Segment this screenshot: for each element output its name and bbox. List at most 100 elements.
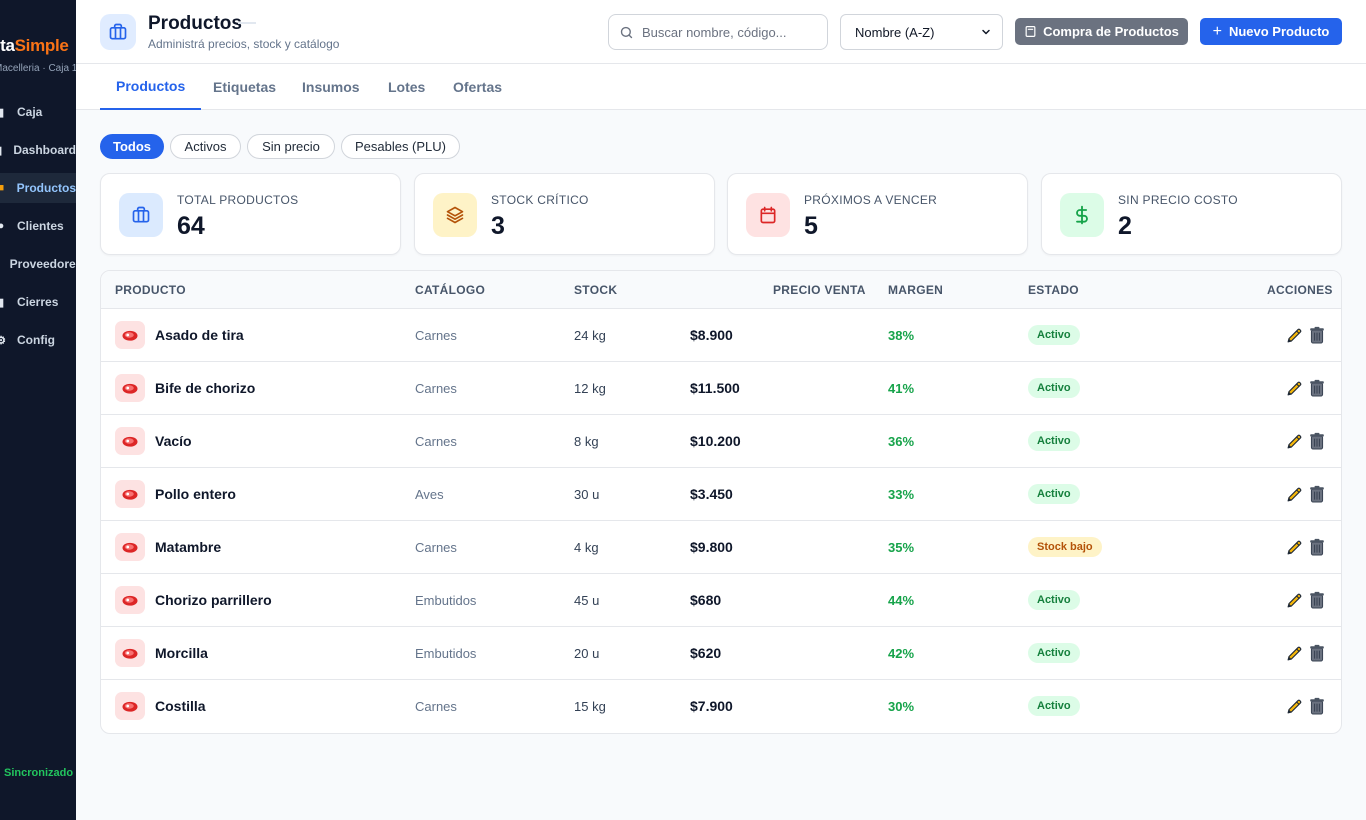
- meat-icon: [115, 321, 145, 349]
- header-acciones: ACCIONES: [1267, 283, 1333, 297]
- edit-pencil-icon[interactable]: [1285, 379, 1303, 397]
- tab-etiquetas[interactable]: Etiquetas: [213, 79, 277, 95]
- sidebar-item-cierres[interactable]: ▮ Cierres: [0, 287, 76, 317]
- filter-todos[interactable]: Todos: [100, 134, 164, 159]
- brand-part-1: nta: [0, 36, 15, 55]
- trash-icon[interactable]: [1308, 696, 1326, 715]
- compra-productos-button[interactable]: Compra de Productos: [1015, 18, 1188, 45]
- status-badge: Activo: [1028, 378, 1080, 398]
- sidebar-item-label: Config: [17, 333, 55, 347]
- product-stock: 45 u: [574, 593, 600, 608]
- product-stock: 30 u: [574, 487, 600, 502]
- product-name: Costilla: [155, 698, 206, 714]
- sidebar-item-label: Productos: [16, 181, 76, 195]
- sort-select-value: Nombre (A-Z): [855, 24, 935, 40]
- brand-part-2: Simple: [14, 36, 69, 55]
- product-name: Pollo entero: [155, 486, 236, 502]
- products-table: PRODUCTO CATÁLOGO STOCK PRECIO VENTA MAR…: [100, 270, 1342, 734]
- product-name: Matambre: [155, 539, 222, 555]
- sidebar-item-clientes[interactable]: ● Clientes: [0, 211, 76, 241]
- dollar-icon: [1060, 193, 1104, 237]
- stat-card-proximos-vencer: PRÓXIMOS A VENCER 5: [727, 173, 1028, 255]
- layers-icon: [433, 193, 477, 237]
- trash-icon[interactable]: [1308, 378, 1326, 397]
- edit-pencil-icon[interactable]: [1285, 485, 1303, 503]
- edit-pencil-icon[interactable]: [1285, 644, 1303, 662]
- edit-pencil-icon[interactable]: [1285, 697, 1303, 715]
- edit-pencil-icon[interactable]: [1285, 591, 1303, 609]
- truck-icon: ■: [0, 258, 1, 270]
- trash-icon[interactable]: [1308, 537, 1326, 556]
- stat-value: 5: [804, 212, 818, 240]
- product-price: $680: [690, 592, 722, 608]
- sidebar-item-config[interactable]: ⚙ Config: [0, 325, 76, 355]
- box-icon: [100, 14, 136, 50]
- product-catalog: Carnes: [415, 699, 457, 714]
- nuevo-producto-button[interactable]: + Nuevo Producto: [1200, 18, 1342, 45]
- edit-pencil-icon[interactable]: [1285, 538, 1303, 556]
- trash-icon[interactable]: [1308, 431, 1326, 450]
- product-name: Asado de tira: [155, 327, 244, 343]
- table-row[interactable]: Pollo entero Aves 30 u $3.450 33% Activo: [101, 468, 1341, 521]
- sidebar-item-caja[interactable]: ▮ Caja: [0, 97, 76, 127]
- sidebar-item-productos[interactable]: ■ Productos: [0, 173, 76, 203]
- product-margin: 38%: [888, 328, 915, 343]
- product-margin: 35%: [888, 540, 915, 555]
- trash-icon[interactable]: [1308, 325, 1326, 344]
- tab-productos[interactable]: Productos: [100, 64, 202, 110]
- product-stock: 4 kg: [574, 540, 599, 555]
- filter-sin-precio[interactable]: Sin precio: [247, 134, 335, 159]
- product-catalog: Embutidos: [415, 646, 477, 661]
- trash-icon[interactable]: [1308, 590, 1326, 609]
- table-row[interactable]: Vacío Carnes 8 kg $10.200 36% Activo: [101, 415, 1341, 468]
- product-catalog: Aves: [415, 487, 444, 502]
- box-icon: [119, 193, 163, 237]
- sidebar-item-label: Cierres: [17, 295, 59, 309]
- cash-register-icon: ▮: [0, 106, 5, 119]
- table-row[interactable]: Bife de chorizo Carnes 12 kg $11.500 41%…: [101, 362, 1341, 415]
- search-box[interactable]: [608, 14, 828, 50]
- sort-select[interactable]: Nombre (A-Z): [840, 14, 1003, 50]
- trash-icon[interactable]: [1308, 643, 1326, 662]
- edit-pencil-icon[interactable]: [1285, 326, 1303, 344]
- product-stock: 24 kg: [574, 328, 606, 343]
- tab-insumos[interactable]: Insumos: [302, 79, 360, 95]
- table-row[interactable]: Asado de tira Carnes 24 kg $8.900 38% Ac…: [101, 309, 1341, 362]
- title-divider: [238, 22, 256, 24]
- status-badge: Stock bajo: [1028, 537, 1102, 557]
- header-catalogo[interactable]: CATÁLOGO: [415, 283, 486, 297]
- search-input[interactable]: [642, 24, 812, 40]
- product-catalog: Carnes: [415, 328, 457, 343]
- sidebar-item-proveedores[interactable]: ■ Proveedores: [0, 249, 76, 279]
- stat-value: 2: [1118, 212, 1132, 240]
- header-precio-venta[interactable]: PRECIO VENTA: [773, 283, 866, 297]
- product-margin: 33%: [888, 487, 915, 502]
- sidebar-item-label: Caja: [17, 105, 43, 119]
- product-stock: 15 kg: [574, 699, 606, 714]
- header-estado[interactable]: ESTADO: [1028, 283, 1079, 297]
- plus-icon: +: [1212, 22, 1222, 40]
- product-price: $11.500: [690, 380, 740, 396]
- tab-lotes[interactable]: Lotes: [388, 79, 426, 95]
- table-row[interactable]: Matambre Carnes 4 kg $9.800 35% Stock ba…: [101, 521, 1341, 574]
- sidebar-item-label: Proveedores: [9, 257, 76, 271]
- trash-icon[interactable]: [1308, 484, 1326, 503]
- edit-pencil-icon[interactable]: [1285, 432, 1303, 450]
- product-name: Bife de chorizo: [155, 380, 256, 396]
- product-catalog: Carnes: [415, 381, 457, 396]
- filter-pesables[interactable]: Pesables (PLU): [341, 134, 460, 159]
- brand-subtitle: Macelleria · Caja 1: [0, 63, 76, 74]
- table-row[interactable]: Morcilla Embutidos 20 u $620 42% Activo: [101, 627, 1341, 680]
- page-header: Productos Administrá precios, stock y ca…: [76, 0, 1366, 64]
- tab-bar: Productos Etiquetas Insumos Lotes Oferta…: [76, 64, 1366, 110]
- users-icon: ●: [0, 220, 5, 232]
- header-producto[interactable]: PRODUCTO: [115, 283, 186, 297]
- sidebar-item-dashboard[interactable]: ▮ Dashboard: [0, 135, 76, 165]
- tab-ofertas[interactable]: Ofertas: [453, 79, 503, 95]
- filter-activos[interactable]: Activos: [170, 134, 241, 159]
- header-stock[interactable]: STOCK: [574, 283, 618, 297]
- table-row[interactable]: Chorizo parrillero Embutidos 45 u $680 4…: [101, 574, 1341, 627]
- product-margin: 30%: [888, 699, 915, 714]
- table-row[interactable]: Costilla Carnes 15 kg $7.900 30% Activo: [101, 680, 1341, 733]
- header-margen[interactable]: MARGEN: [888, 283, 944, 297]
